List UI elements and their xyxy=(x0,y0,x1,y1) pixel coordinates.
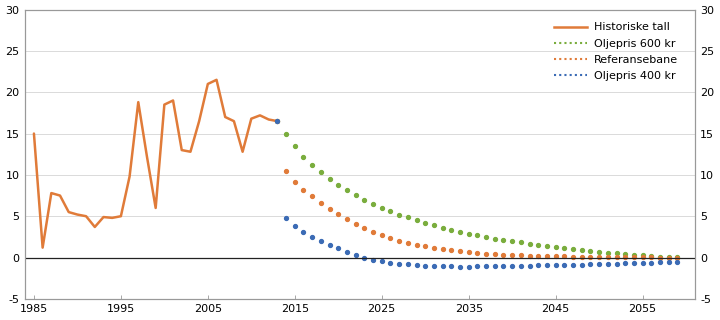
Legend: Historiske tall, Oljepris 600 kr, Referansebane, Oljepris 400 kr: Historiske tall, Oljepris 600 kr, Refera… xyxy=(549,18,683,85)
